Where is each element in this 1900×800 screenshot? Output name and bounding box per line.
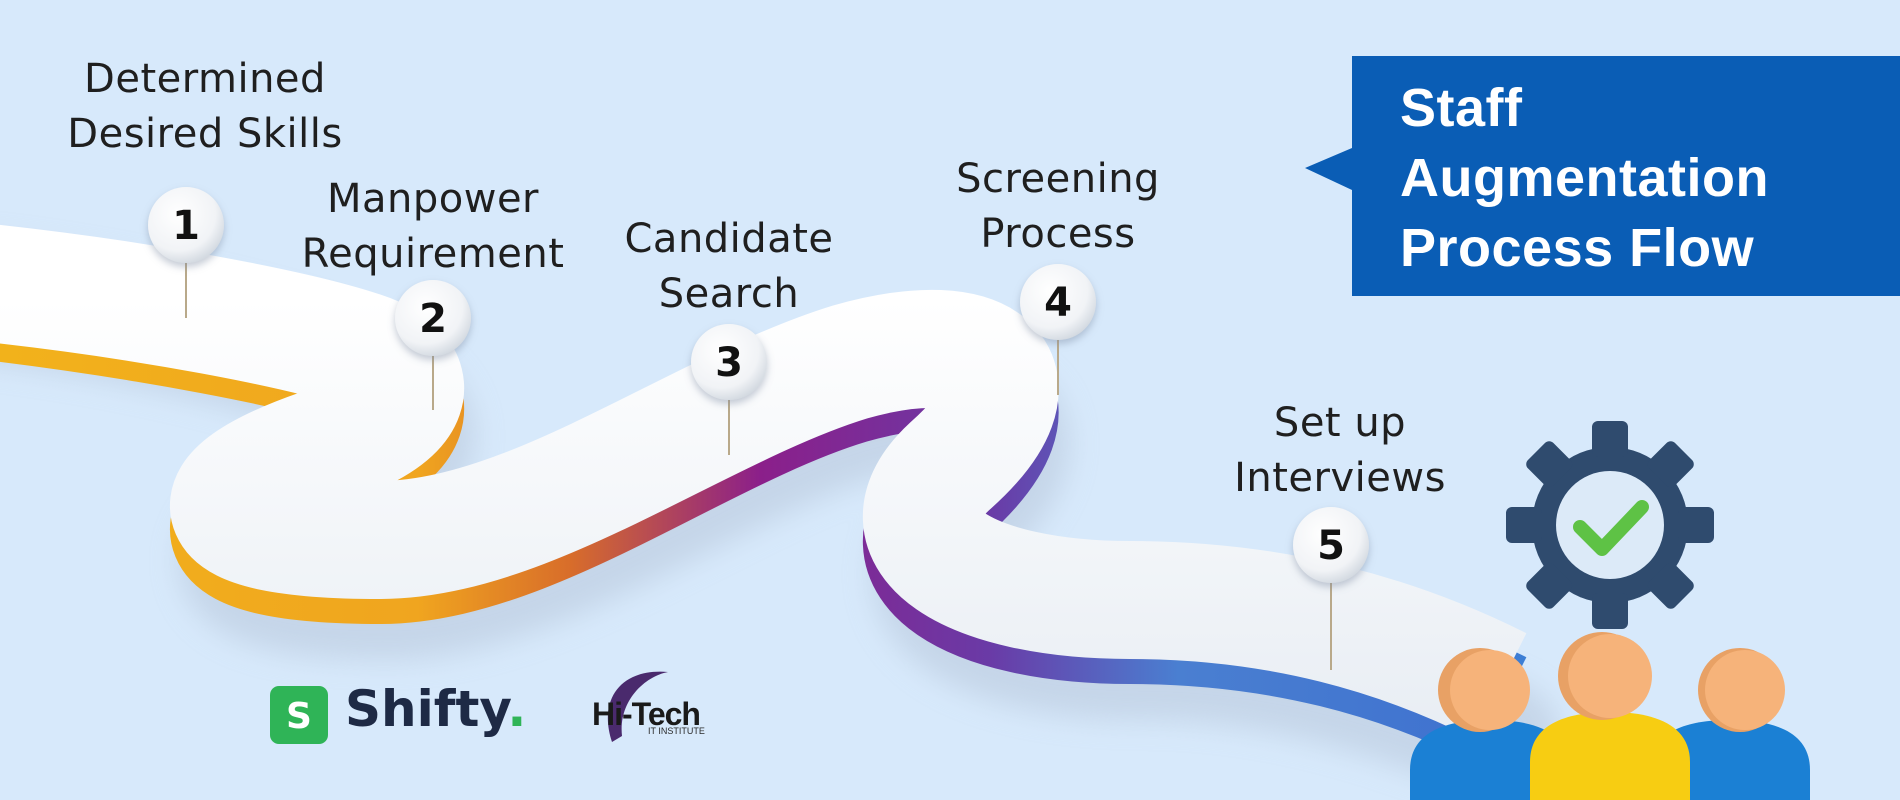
step-label-line: Manpower: [326, 176, 539, 222]
step-number: 3: [715, 340, 743, 386]
step-pin-head: [1293, 507, 1369, 583]
title-line-3: Process Flow: [1400, 218, 1755, 278]
road-surface: [0, 224, 1527, 739]
step-number: 1: [172, 203, 200, 249]
hitech-brand-subtitle: IT INSTITUTE: [648, 726, 705, 736]
step-pin-head: [148, 187, 224, 263]
people-group-icon: [1410, 632, 1810, 800]
step-label-3: Candidate Search: [625, 212, 834, 322]
title-box: Staff Augmentation Process Flow: [1352, 56, 1900, 296]
step-label-line: Determined: [84, 56, 326, 102]
step-pin-head: [1020, 264, 1096, 340]
step-pin-5: 5: [1293, 507, 1369, 670]
person-center: [1530, 632, 1690, 800]
title-line-2: Augmentation: [1400, 148, 1769, 208]
step-pin-3: 3: [691, 324, 767, 455]
step-label-line: Screening: [956, 156, 1160, 202]
step-pin-4: 4: [1020, 264, 1096, 395]
step-label-2: Manpower Requirement: [302, 172, 565, 282]
title-callout-pointer: [1305, 148, 1352, 190]
step-label-line: Process: [980, 211, 1136, 257]
step-label-1: Determined Desired Skills: [67, 52, 342, 162]
step-label-line: Candidate: [624, 216, 834, 262]
shifty-logo-glyph: S: [286, 696, 312, 737]
step-label-5: Set up Interviews: [1234, 396, 1446, 506]
hitech-swoosh-icon: [607, 671, 668, 742]
step-label-line: Search: [658, 271, 800, 317]
hitech-brand-name: Hi-Tech: [592, 696, 701, 732]
step-pin-2: 2: [395, 280, 471, 410]
step-pin-head: [691, 324, 767, 400]
step-pin-head: [395, 280, 471, 356]
shifty-brand-name: Shifty: [345, 680, 508, 738]
step-number: 5: [1317, 523, 1345, 569]
step-label-line: Desired Skills: [67, 111, 343, 157]
step-number: 4: [1044, 280, 1072, 326]
step-number: 2: [419, 296, 447, 342]
step-label-line: Requirement: [301, 231, 565, 277]
step-label-line: Set up: [1273, 400, 1407, 446]
gear-checkmark-icon: [1506, 421, 1714, 629]
step-pin-1: 1: [148, 187, 224, 318]
step-label-4: Screening Process: [956, 152, 1160, 262]
shifty-brand-dot: .: [507, 680, 527, 738]
step-label-line: Interviews: [1234, 455, 1446, 501]
shifty-brand: Shifty.: [345, 680, 526, 738]
title-line-1: Staff: [1400, 78, 1523, 138]
shifty-logo-icon: S: [270, 686, 328, 744]
